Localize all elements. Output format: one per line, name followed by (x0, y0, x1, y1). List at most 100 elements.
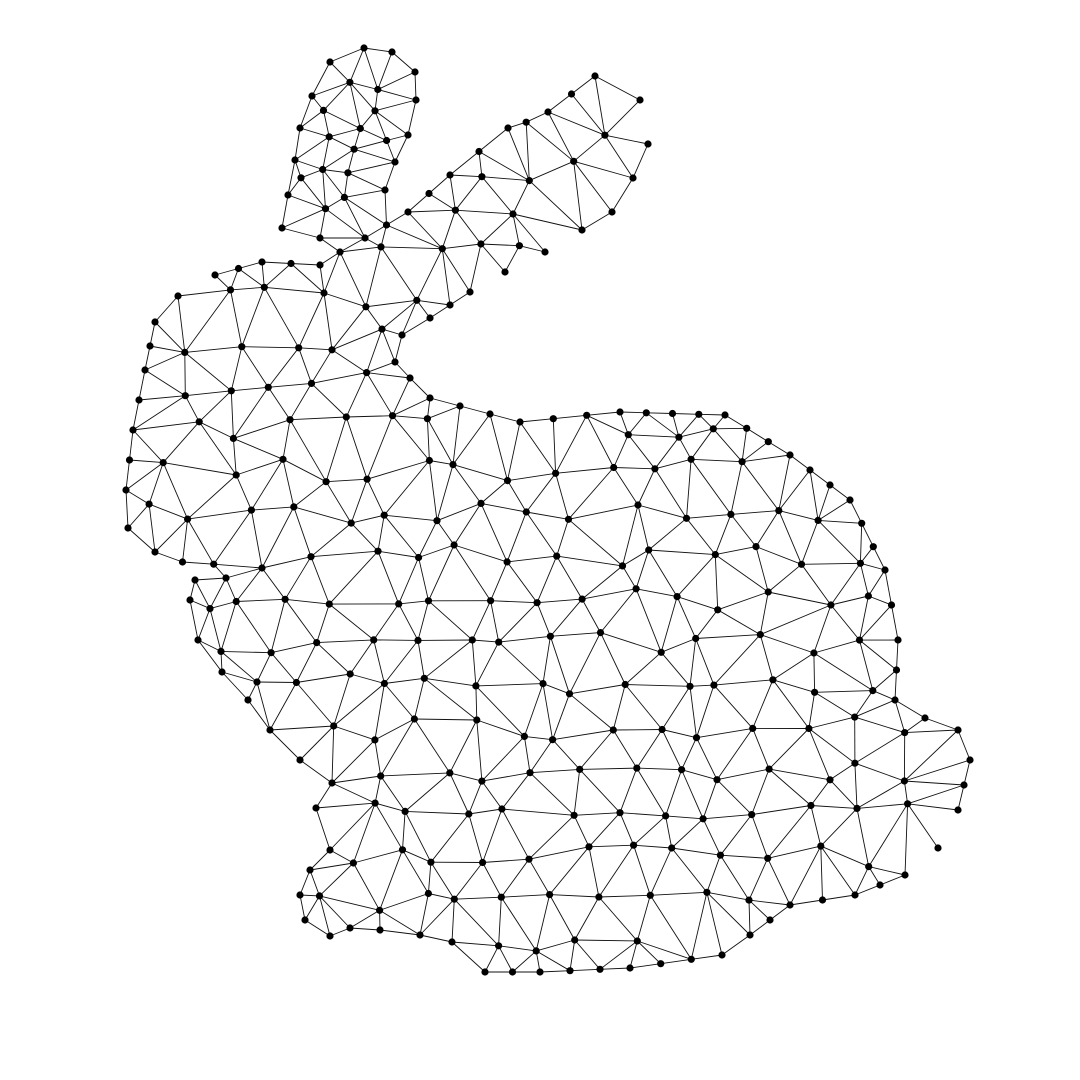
mesh-edge (691, 954, 723, 960)
mesh-edge (353, 849, 403, 864)
mesh-vertex (319, 165, 327, 174)
mesh-edge (404, 772, 451, 812)
mesh-edge (742, 454, 791, 463)
mesh-edge (696, 737, 718, 780)
mesh-edge (429, 397, 461, 407)
mesh-edge (267, 387, 291, 420)
mesh-edge (282, 419, 291, 460)
mesh-edge (822, 894, 856, 901)
mesh-edge (374, 110, 388, 141)
mesh-edge (660, 596, 678, 653)
mesh-edge (904, 729, 959, 734)
mesh-edge (331, 725, 335, 784)
mesh-edge (904, 759, 971, 782)
mesh-vertex (206, 605, 214, 613)
mesh-edge (524, 735, 553, 741)
mesh-vertex (486, 410, 494, 418)
mesh-edge (374, 110, 409, 136)
mesh-vertex (376, 926, 384, 934)
mesh-edge (660, 652, 691, 687)
mesh-edge (481, 736, 525, 782)
mesh-vertex (363, 475, 371, 483)
mesh-edge (241, 346, 299, 349)
mesh-vertex (450, 541, 458, 549)
mesh-edge (730, 461, 743, 515)
mesh-vertex (533, 599, 541, 607)
mesh-edge (748, 900, 751, 936)
mesh-vertex (539, 680, 547, 688)
mesh-edge (772, 679, 810, 729)
mesh-edge (282, 458, 327, 483)
mesh-edge (808, 716, 855, 729)
mesh-edge (366, 460, 430, 480)
mesh-edge (235, 567, 263, 602)
mesh-edge (471, 600, 492, 641)
mesh-edge (579, 729, 614, 770)
mesh-edge (696, 684, 715, 738)
mesh-edge (441, 248, 471, 293)
mesh-edge (366, 361, 396, 374)
mesh-edge (381, 328, 396, 363)
mesh-edge (829, 484, 851, 501)
mesh-edge (649, 847, 673, 896)
mesh-vertex (891, 696, 899, 704)
mesh-edge (661, 638, 696, 653)
mesh-edge (424, 677, 478, 721)
mesh-vertex (306, 866, 314, 874)
mesh-edge (637, 504, 687, 519)
mesh-edge (854, 716, 905, 734)
mesh-vertex (601, 131, 609, 139)
mesh-edge (957, 729, 971, 761)
mesh-edge (352, 802, 376, 864)
mesh-edge (187, 518, 215, 565)
mesh-edge (331, 782, 376, 804)
mesh-edge (287, 159, 296, 196)
mesh-edge (138, 395, 186, 401)
mesh-edge (132, 399, 140, 431)
mesh-vertices (122, 44, 974, 976)
mesh-edge (366, 479, 385, 516)
mesh-edge (599, 940, 638, 970)
mesh-edge (449, 174, 456, 211)
mesh-vertex (632, 585, 640, 593)
mesh-vertex (657, 960, 665, 968)
mesh-vertex (846, 496, 854, 504)
mesh-edge (339, 251, 367, 307)
mesh-edge (519, 418, 554, 423)
mesh-edge (323, 292, 333, 350)
mesh-edge (319, 237, 341, 253)
mesh-edge (573, 161, 613, 213)
mesh-edge (498, 897, 502, 946)
mesh-edge (366, 328, 383, 373)
mesh-vertex (456, 402, 464, 410)
mesh-edge (414, 718, 477, 721)
mesh-edge (402, 849, 429, 894)
mesh-edge (523, 736, 531, 773)
mesh-edge (854, 866, 870, 896)
mesh-edge (649, 895, 692, 960)
mesh-vertex (522, 118, 530, 126)
mesh-edge (296, 682, 335, 727)
mesh-edge (442, 243, 481, 250)
mesh-edge (374, 99, 417, 112)
mesh-vertex (191, 576, 199, 584)
mesh-edge (778, 510, 819, 521)
mesh-edge (263, 287, 300, 349)
mesh-edge (904, 717, 926, 733)
mesh-edge (751, 768, 770, 815)
mesh-edge (924, 717, 959, 731)
mesh-edge (328, 550, 379, 605)
mesh-edge (384, 683, 415, 720)
mesh-vertex (346, 924, 354, 932)
mesh-edge (230, 268, 239, 291)
mesh-vertex (616, 809, 624, 817)
mesh-edge (209, 577, 227, 609)
mesh-vertex (253, 678, 261, 686)
mesh-vertex (450, 895, 458, 903)
mesh-edge (377, 71, 416, 90)
mesh-vertex (284, 191, 292, 199)
mesh-edge (247, 699, 271, 731)
mesh-edge (233, 419, 291, 439)
mesh-edge (349, 81, 378, 90)
mesh-edge (353, 140, 387, 150)
